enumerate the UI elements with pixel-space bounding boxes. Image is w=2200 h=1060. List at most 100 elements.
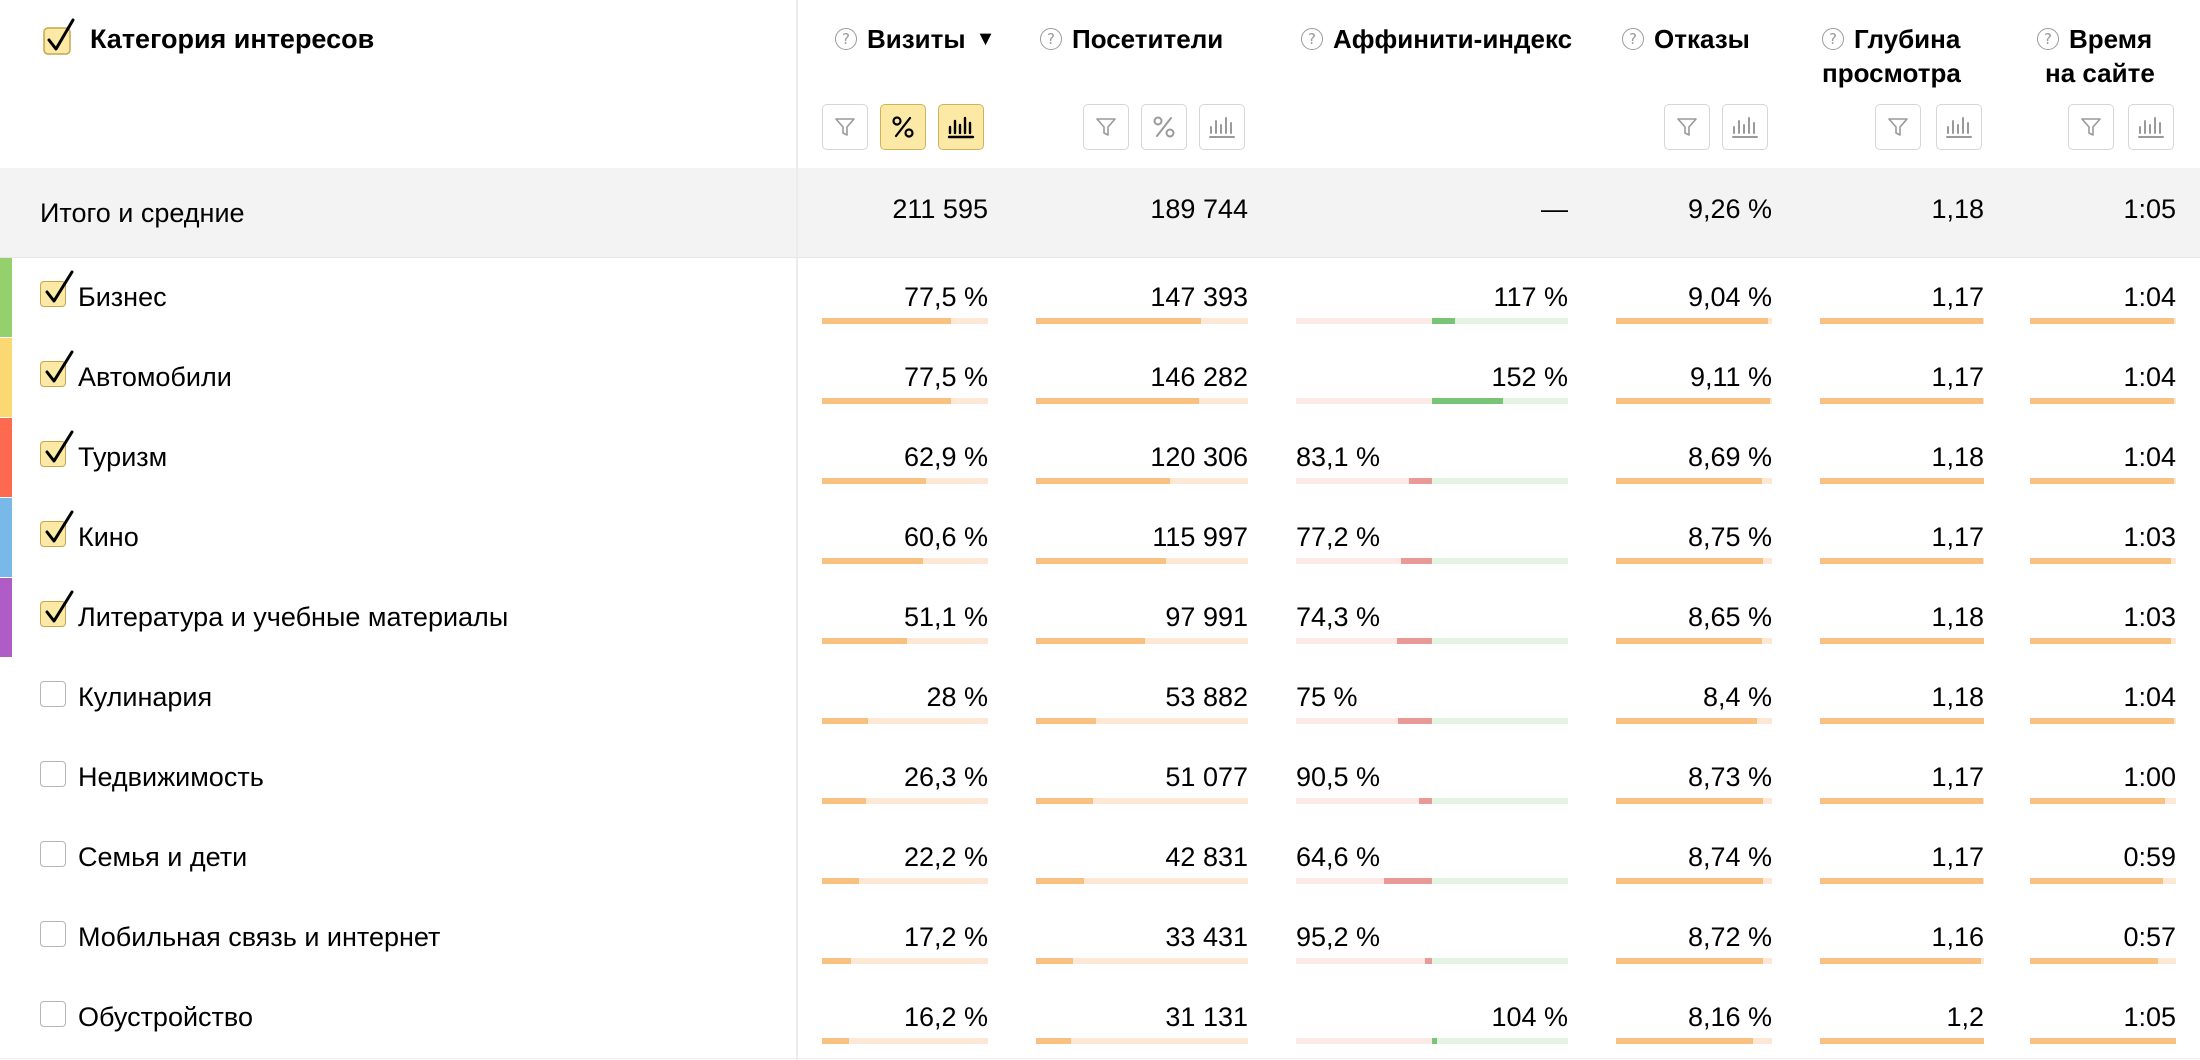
row-label[interactable]: Недвижимость <box>78 762 264 792</box>
column-header-bounce[interactable]: ? Отказы <box>1622 22 1750 56</box>
sort-desc-icon[interactable]: ▼ <box>975 28 996 50</box>
cell-depth: 1,17 <box>1931 362 1984 392</box>
visits-filter-button[interactable] <box>822 104 868 150</box>
depth-filter-button[interactable] <box>1875 104 1921 150</box>
row-label[interactable]: Кулинария <box>78 682 213 712</box>
checkmark-icon <box>45 350 74 383</box>
row-checkbox[interactable] <box>40 841 66 867</box>
table-row[interactable]: Туризм 62,9 % 120 306 8,69 % 1,18 1:04 83,1 % <box>0 418 2200 499</box>
table-row[interactable]: Бизнес 77,5 % 147 393 9,04 % 1,17 1:04 117 % <box>0 258 2200 339</box>
bar-fill <box>2030 558 2172 564</box>
bar-fill <box>1036 1038 1071 1044</box>
row-checkbox[interactable] <box>40 270 74 307</box>
row-label[interactable]: Автомобили <box>78 362 232 392</box>
bar-depth <box>1820 398 1984 404</box>
totals-visits: 211 595 <box>892 194 988 224</box>
row-checkbox[interactable] <box>40 1001 66 1027</box>
row-label[interactable]: Семья и дети <box>78 842 248 872</box>
table-row[interactable]: Мобильная связь и интернет 17,2 % 33 431 8,… <box>0 898 2200 979</box>
cell-depth: 1,17 <box>1931 842 1984 872</box>
bar-fill <box>1036 958 1074 964</box>
cell-visitors: 51 077 <box>1165 762 1248 792</box>
table-row[interactable]: Обустройство 16,2 % 31 131 8,16 % 1,2 1:05 104… <box>0 978 2200 1059</box>
visitors-percent-toggle[interactable] <box>1141 104 1187 150</box>
bar-time <box>2030 718 2176 724</box>
bar-fill <box>822 718 869 724</box>
cell-visits: 77,5 % <box>903 362 988 392</box>
cell-visitors: 33 431 <box>1165 922 1248 952</box>
table-row[interactable]: Семья и дети 22,2 % 42 831 8,74 % 1,17 0:59 64… <box>0 818 2200 899</box>
bar-fill <box>1820 878 1983 884</box>
row-checkbox[interactable] <box>40 510 74 547</box>
bar-fill <box>1820 798 1983 804</box>
row-checkbox[interactable] <box>40 761 66 787</box>
bar-fill <box>822 558 923 564</box>
column-title: Отказы <box>1654 24 1750 54</box>
column-header-category[interactable]: Категория интересов <box>90 24 375 54</box>
table-row[interactable]: Автомобили 77,5 % 146 282 9,11 % 1,17 1:04 152… <box>0 338 2200 419</box>
help-icon[interactable]: ? <box>1622 28 1644 50</box>
table-row[interactable]: Кино 60,6 % 115 997 8,75 % 1,17 1:03 77,2 % <box>0 498 2200 579</box>
cell-affinity: 83,1 % <box>1296 442 1381 472</box>
cell-visits: 16,2 % <box>903 1002 988 1032</box>
bar-fill <box>1036 798 1094 804</box>
visits-percent-toggle[interactable] <box>880 104 926 150</box>
row-label[interactable]: Литература и учебные материалы <box>78 602 509 632</box>
bar-visitors <box>1036 558 1248 564</box>
bar-bounce <box>1616 478 1772 484</box>
row-label[interactable]: Мобильная связь и интернет <box>78 922 441 952</box>
cell-bounce: 8,16 % <box>1687 1002 1772 1032</box>
row-label[interactable]: Обустройство <box>78 1002 253 1032</box>
column-header-affinity[interactable]: ? Аффинити-индекс <box>1301 22 1572 56</box>
column-header-time[interactable]: ? Время на сайте <box>2037 22 2155 90</box>
help-icon[interactable]: ? <box>835 28 857 50</box>
affinity-marker <box>1397 638 1432 644</box>
cell-time: 0:59 <box>2123 842 2176 872</box>
bar-fill <box>2030 1038 2176 1044</box>
bar-fill <box>2030 958 2159 964</box>
bounce-bar-toggle[interactable] <box>1722 104 1768 150</box>
bar-chart-icon <box>2138 117 2164 138</box>
bar-time <box>2030 638 2176 644</box>
time-bar-toggle[interactable] <box>2128 104 2174 150</box>
row-checkbox[interactable] <box>40 430 74 467</box>
table-row[interactable]: Недвижимость 26,3 % 51 077 8,73 % 1,17 1:00 90… <box>0 738 2200 819</box>
bar-fill <box>822 958 851 964</box>
row-checkbox[interactable] <box>40 681 66 707</box>
row-label[interactable]: Бизнес <box>78 282 167 312</box>
table-row[interactable]: Кулинария 28 % 53 882 8,4 % 1,18 1:04 75 % <box>0 658 2200 739</box>
row-checkbox[interactable] <box>40 350 74 387</box>
bar-fill <box>2030 718 2174 724</box>
row-label[interactable]: Кино <box>78 522 139 552</box>
help-icon[interactable]: ? <box>1822 28 1844 50</box>
help-icon[interactable]: ? <box>1040 28 1062 50</box>
row-label[interactable]: Туризм <box>78 442 168 472</box>
bounce-filter-button[interactable] <box>1664 104 1710 150</box>
bar-chart-icon <box>1209 117 1235 138</box>
bar-fill <box>1616 398 1770 404</box>
time-filter-button[interactable] <box>2068 104 2114 150</box>
visitors-filter-button[interactable] <box>1083 104 1129 150</box>
bar-fill <box>1616 638 1762 644</box>
bar-fill <box>1616 558 1764 564</box>
bar-fill <box>1616 718 1758 724</box>
bar-fill <box>2030 318 2174 324</box>
row-checkbox[interactable] <box>40 921 66 947</box>
column-header-visits[interactable]: ? Визиты ▼ <box>835 22 995 56</box>
series-color-stripe <box>0 578 12 657</box>
column-header-visitors[interactable]: ? Посетители <box>1040 22 1223 56</box>
column-header-depth[interactable]: ? Глубина просмотра <box>1822 22 1961 90</box>
depth-bar-toggle[interactable] <box>1936 104 1982 150</box>
select-all-checkbox[interactable] <box>42 18 78 63</box>
cell-visits: 62,9 % <box>903 442 988 472</box>
help-icon[interactable]: ? <box>2037 28 2059 50</box>
visitors-bar-toggle[interactable] <box>1199 104 1245 150</box>
help-icon[interactable]: ? <box>1301 28 1323 50</box>
row-checkbox[interactable] <box>40 590 74 627</box>
cell-bounce: 8,4 % <box>1702 682 1772 712</box>
visits-bar-toggle[interactable] <box>938 104 984 150</box>
column-divider <box>796 0 798 1060</box>
cell-depth: 1,17 <box>1931 762 1984 792</box>
table-row[interactable]: Литература и учебные материалы 51,1 % 97 9… <box>0 578 2200 659</box>
